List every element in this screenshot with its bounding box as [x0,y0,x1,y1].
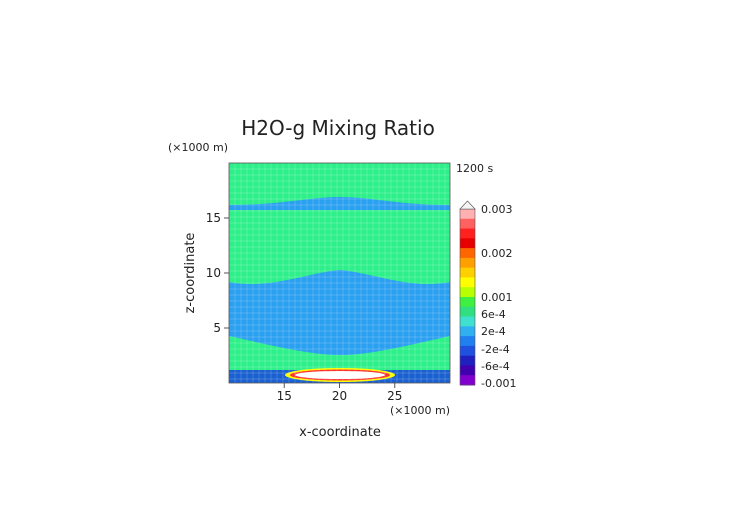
colorbar-extend-arrow [459,200,476,210]
colorbar-swatch [460,267,475,278]
colorbar-swatch [460,228,475,239]
colorbar-tick-label: -0.001 [481,377,516,390]
time-label: 1200 s [456,162,493,175]
x-axis: 15 20 25 [277,383,402,403]
colorbar-swatch [460,218,475,230]
y-axis: 5 10 15 [206,211,229,335]
x-tick-label: 25 [387,389,402,403]
colorbar-tick-label: 0.002 [481,247,513,260]
colorbar-swatch [460,365,475,376]
chart-title: H2O-g Mixing Ratio [241,116,435,140]
colorbar-tick-label: -6e-4 [481,360,510,373]
colorbar: 0.003 0.002 0.001 6e-4 2e-4 -2e-4 -6e-4 -0.001 [459,200,516,390]
y-tick-label: 15 [206,211,221,225]
colorbar-swatch [460,355,475,366]
colorbar-swatch [460,326,475,337]
colorbar-swatch [460,375,475,386]
colorbar-tick-label: -2e-4 [481,343,510,356]
colorbar-swatch [460,336,475,347]
colorbar-swatch [460,209,475,220]
x-tick-label: 15 [277,389,292,403]
y-axis-label: z-coordinate [183,233,198,314]
x-axis-label: x-coordinate [299,425,381,440]
colorbar-swatch [460,297,475,308]
y-tick-label: 5 [213,321,221,335]
surface-anomaly-white [295,371,385,379]
x-units-label: (×1000 m) [390,404,450,417]
grid [229,163,450,383]
y-units-label: (×1000 m) [168,141,228,154]
colorbar-tick-label: 6e-4 [481,308,506,321]
colorbar-swatch [460,316,475,327]
colorbar-tick-label: 0.001 [481,291,513,304]
mid-humidity-band [229,270,450,355]
plot-area [228,162,451,384]
colorbar-tick-label: 0.003 [481,203,513,216]
thin-humidity-band [229,197,450,210]
colorbar-swatch [460,306,475,318]
x-tick-label: 20 [332,389,347,403]
colorbar-swatch [460,345,475,357]
colorbar-tick-label: 2e-4 [481,325,506,338]
colorbar-swatch [460,277,475,288]
y-tick-label: 10 [206,266,221,280]
colorbar-swatch [460,257,475,269]
colorbar-swatch [460,248,475,259]
colorbar-swatch [460,287,475,298]
colorbar-swatch [460,238,475,249]
